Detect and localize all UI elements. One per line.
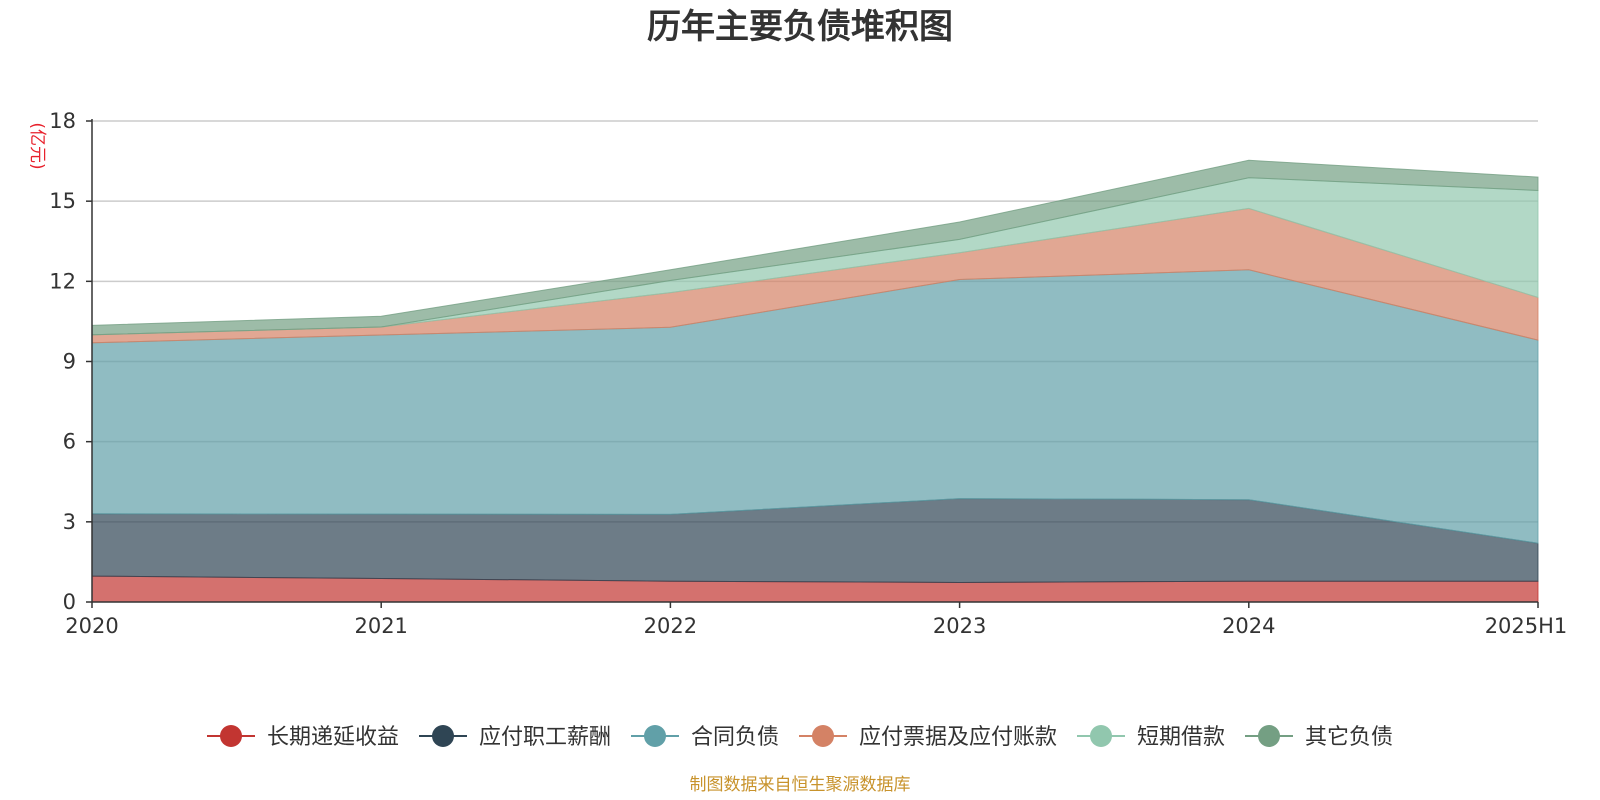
- legend-item-0[interactable]: 长期递延收益: [207, 725, 399, 750]
- area-series-2: [91, 269, 1539, 544]
- legend-label: 其它负债: [1305, 725, 1393, 750]
- x-tick-label: 2021: [354, 614, 407, 638]
- legend-item-3[interactable]: 应付票据及应付账款: [799, 725, 1057, 750]
- data-source-note: 制图数据来自恒生聚源数据库: [690, 775, 911, 795]
- y-axis-unit-label: (亿元): [27, 122, 47, 169]
- legend-marker: [432, 725, 454, 747]
- legend-marker: [644, 725, 666, 747]
- y-tick-label: 12: [49, 269, 76, 293]
- y-tick-label: 9: [63, 350, 76, 374]
- legend-item-1[interactable]: 应付职工薪酬: [419, 725, 611, 750]
- legend-marker: [812, 725, 834, 747]
- axes: 0 3 6 9 12 15 18 2020 2021 2022 2023 2024 2025H1: [49, 109, 1567, 638]
- x-tick-label: 2020: [65, 614, 118, 638]
- y-tick-label: 3: [63, 510, 76, 534]
- legend-marker: [1258, 725, 1280, 747]
- y-tick-label: 0: [63, 590, 76, 614]
- y-tick-label: 6: [63, 430, 76, 454]
- y-tick-label: 18: [49, 109, 76, 133]
- legend-item-5[interactable]: 其它负债: [1245, 725, 1393, 750]
- chart-title: 历年主要负债堆积图: [647, 7, 953, 47]
- y-tick-label: 15: [49, 189, 76, 213]
- legend-label: 长期递延收益: [267, 725, 399, 750]
- legend: 长期递延收益 应付职工薪酬 合同负债 应付票据及应付账款 短期借款 其它负债: [207, 725, 1393, 750]
- legend-item-4[interactable]: 短期借款: [1077, 725, 1225, 750]
- x-tick-label: 2025H1: [1485, 614, 1568, 638]
- area-series-5: [91, 159, 1539, 336]
- legend-label: 短期借款: [1137, 725, 1225, 750]
- x-tick-label: 2023: [933, 614, 986, 638]
- x-tick-label: 2022: [644, 614, 697, 638]
- legend-marker: [1090, 725, 1112, 747]
- legend-label: 应付票据及应付账款: [859, 725, 1057, 750]
- legend-label: 合同负债: [691, 725, 779, 750]
- legend-marker: [220, 725, 242, 747]
- legend-item-2[interactable]: 合同负债: [631, 725, 779, 750]
- area-series-group: [91, 159, 1539, 603]
- x-tick-label: 2024: [1222, 614, 1275, 638]
- legend-label: 应付职工薪酬: [479, 725, 611, 750]
